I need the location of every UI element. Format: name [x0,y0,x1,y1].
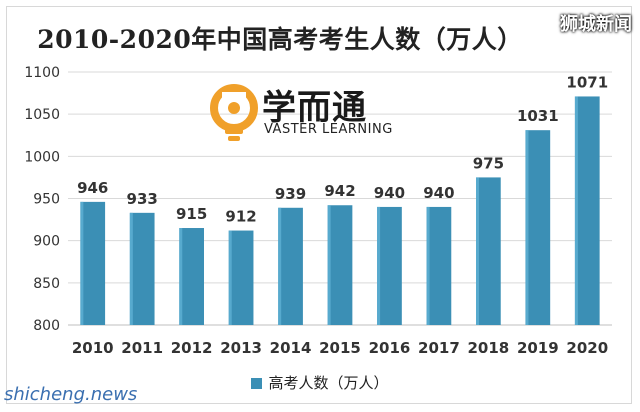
data-label-2017: 940 [423,184,454,202]
bar-2015 [327,205,353,325]
data-label-2016: 940 [374,184,405,202]
logo-subtitle: VASTER LEARNING [264,122,393,137]
y-tick-label: 950 [33,192,60,208]
data-label-2014: 939 [275,185,306,203]
legend-swatch [251,378,263,389]
bar-2010 [80,201,106,325]
bar-highlight [179,228,183,325]
bar-highlight [278,207,282,325]
data-label-2010: 946 [77,179,108,197]
y-tick-label: 850 [33,276,60,292]
x-tick-label-2012: 2012 [171,339,213,357]
bar-2017 [426,206,452,325]
bar-2012 [179,228,204,325]
watermark-bottom: shicheng.news [4,384,138,405]
bar-highlight [228,230,232,325]
bar-2018 [476,177,501,325]
x-tick-label-2018: 2018 [467,339,509,357]
bar-highlight [129,212,133,325]
x-tick-label-2010: 2010 [72,339,114,357]
logo: 学而通 VASTER LEARNING [208,82,408,146]
data-label-2012: 915 [176,205,207,223]
bar-highlight [377,206,381,325]
data-label-2018: 975 [473,154,504,172]
data-label-2019: 1031 [517,107,559,125]
bar-2020 [574,96,600,325]
bar-highlight [80,201,84,325]
y-tick-label: 900 [33,234,60,250]
bar-2013 [228,230,254,325]
bar-highlight [327,205,331,325]
x-tick-label-2011: 2011 [121,339,163,357]
bar-2014 [278,207,303,325]
bar-2016 [377,206,402,325]
bar-highlight [525,130,529,325]
chart-legend: 高考人数（万人） [0,372,640,393]
watermark-top: 狮城新闻 [560,14,632,35]
x-tick-label-2019: 2019 [517,339,559,357]
data-label-2015: 942 [324,182,355,200]
bar-highlight [574,96,578,325]
chart-title: 2010-2020年中国高考考生人数（万人） [37,25,523,54]
y-tick-label: 1100 [24,65,60,81]
x-tick-label-2013: 2013 [220,339,262,357]
data-label-2020: 1071 [566,73,608,91]
data-label-2013: 912 [225,208,256,226]
bar-2011 [129,212,155,325]
bar-highlight [476,177,479,325]
x-tick-label-2014: 2014 [270,339,312,357]
data-label-2011: 933 [127,190,158,208]
x-tick-label-2016: 2016 [369,339,411,357]
y-tick-label: 1000 [24,149,60,165]
x-tick-label-2015: 2015 [319,339,361,357]
legend-label: 高考人数（万人） [268,374,389,392]
x-tick-label-2020: 2020 [566,339,608,357]
y-tick-label: 800 [33,318,60,334]
bar-highlight [426,206,430,325]
bar-2019 [525,130,551,325]
y-tick-label: 1050 [24,107,60,123]
logo-text: 学而通 [262,88,367,128]
bulb-logo-icon [210,84,258,141]
x-tick-label-2017: 2017 [418,339,460,357]
